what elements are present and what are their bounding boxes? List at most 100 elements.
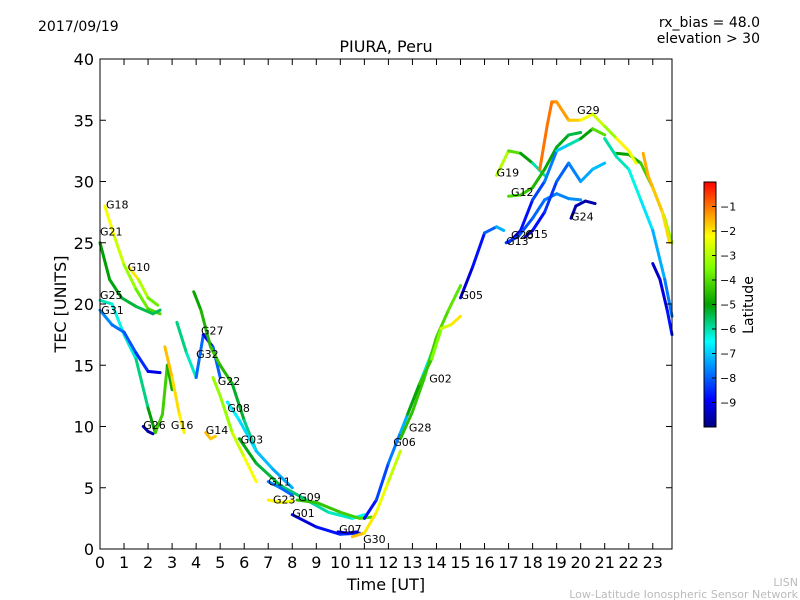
sat-label-g12: G12 bbox=[511, 186, 534, 199]
track-g13 bbox=[504, 192, 583, 245]
track-segment bbox=[523, 229, 535, 239]
track-segment bbox=[346, 530, 359, 535]
x-tick-label: 21 bbox=[595, 553, 615, 572]
track-segment bbox=[591, 112, 607, 128]
footer-org-long: Low-Latitude Ionospheric Sensor Network bbox=[569, 588, 798, 600]
x-tick-label: 2 bbox=[143, 553, 153, 572]
colorbar-tick-label: −9 bbox=[720, 397, 736, 410]
track-segment bbox=[134, 287, 150, 311]
track-segment bbox=[483, 225, 499, 235]
colorbar-tick-label: −6 bbox=[720, 323, 736, 336]
track-segment bbox=[314, 525, 342, 536]
satellite-labels: G18 G21 G10 G25 G31 G26 G16 G27 G32 G22 G14 G08 G03 G… bbox=[100, 104, 600, 546]
track-segment bbox=[627, 167, 643, 202]
sat-label-g16: G16 bbox=[171, 419, 194, 432]
track-g07 bbox=[336, 530, 359, 535]
track-segment bbox=[237, 437, 258, 465]
track-segment bbox=[583, 199, 597, 206]
track-segment bbox=[567, 197, 583, 202]
x-tick-label: 16 bbox=[474, 553, 494, 572]
sat-label-g26: G26 bbox=[143, 419, 166, 432]
track-segment bbox=[271, 467, 294, 490]
track-segment bbox=[136, 278, 150, 300]
track-segment bbox=[398, 410, 414, 441]
track-g22 bbox=[211, 376, 258, 484]
x-tick-label: 5 bbox=[215, 553, 225, 572]
track-g15 bbox=[523, 161, 607, 239]
colorbar-ticks: −1 −2 −3 −4 −5 −6 −7 −8 −9 bbox=[712, 201, 736, 410]
track-segment bbox=[591, 161, 607, 171]
sat-label-g09: G09 bbox=[298, 491, 321, 504]
sat-label-g19: G19 bbox=[497, 167, 520, 180]
track-segment bbox=[555, 133, 571, 149]
track-g25 bbox=[98, 298, 174, 435]
track-segment bbox=[646, 173, 655, 190]
track-segment bbox=[651, 262, 662, 281]
track-g31 bbox=[98, 308, 162, 375]
track-unlabeled-33 bbox=[615, 137, 638, 165]
sat-label-g18: G18 bbox=[106, 198, 129, 211]
track-segment bbox=[103, 204, 116, 239]
track-segment bbox=[194, 333, 205, 379]
colorbar-tick-label: −1 bbox=[720, 201, 736, 214]
track-segment bbox=[615, 137, 631, 153]
colorbar-label: Latitude bbox=[741, 276, 757, 334]
x-tick-label: 23 bbox=[643, 553, 663, 572]
date-label: 2017/09/19 bbox=[38, 19, 119, 35]
track-segment bbox=[98, 308, 114, 327]
sat-label-g24: G24 bbox=[571, 211, 594, 224]
track-segment bbox=[627, 149, 638, 165]
track-g24 bbox=[569, 199, 597, 220]
sat-label-g13: G13 bbox=[506, 235, 529, 248]
sat-label-g23: G23 bbox=[273, 494, 296, 507]
track-segment bbox=[495, 225, 506, 232]
track-segment bbox=[543, 145, 559, 171]
track-segment bbox=[660, 210, 672, 245]
track-segment bbox=[175, 320, 189, 355]
track-segment bbox=[290, 513, 318, 529]
colorbar-tick-label: −7 bbox=[720, 348, 736, 361]
track-segment bbox=[211, 376, 222, 398]
track-segment bbox=[160, 363, 169, 416]
track-segment bbox=[209, 434, 217, 441]
sat-label-g32: G32 bbox=[196, 348, 219, 361]
x-tick-label: 7 bbox=[263, 553, 273, 572]
y-tick-label: 0 bbox=[84, 540, 94, 559]
x-tick-label: 8 bbox=[287, 553, 297, 572]
sat-label-g11: G11 bbox=[268, 475, 291, 488]
track-segment bbox=[218, 363, 234, 386]
colorbar-tick-label: −3 bbox=[720, 250, 736, 263]
sat-label-g30: G30 bbox=[363, 533, 386, 546]
satellite-tracks bbox=[98, 100, 674, 539]
y-tick-label: 35 bbox=[74, 111, 94, 130]
track-g18 bbox=[103, 204, 162, 316]
track-segment bbox=[471, 231, 487, 269]
x-tick-label: 20 bbox=[570, 553, 590, 572]
track-segment bbox=[122, 263, 138, 291]
track-segment bbox=[446, 284, 463, 312]
track-segment bbox=[230, 431, 246, 459]
track-g11 bbox=[266, 480, 294, 497]
track-segment bbox=[254, 449, 275, 471]
track-segment bbox=[153, 412, 164, 435]
x-tick-label: 6 bbox=[239, 553, 249, 572]
colorbar-tick-label: −4 bbox=[720, 274, 736, 287]
track-segment bbox=[459, 265, 475, 300]
elevation-label: elevation > 30 bbox=[657, 31, 760, 47]
track-segment bbox=[555, 192, 571, 201]
sat-label-g02: G02 bbox=[429, 372, 452, 385]
sat-label-g25: G25 bbox=[100, 289, 123, 302]
track-segment bbox=[430, 327, 443, 361]
x-tick-label: 9 bbox=[311, 553, 321, 572]
track-segment bbox=[386, 431, 402, 465]
track-segment bbox=[374, 461, 390, 502]
track-segment bbox=[591, 127, 607, 137]
track-segment bbox=[108, 278, 124, 300]
track-segment bbox=[567, 137, 583, 147]
x-axis: 0 1 2 3 4 5 6 7 8 9 10 11 12 13 14 15 16 17 18 19 20 21 22 23 bbox=[95, 59, 663, 572]
track-segment bbox=[615, 155, 631, 171]
track-segment bbox=[507, 193, 523, 198]
track-segment bbox=[615, 151, 631, 157]
track-segment bbox=[134, 351, 150, 373]
y-axis-label: TEC [UNITS] bbox=[51, 256, 70, 354]
